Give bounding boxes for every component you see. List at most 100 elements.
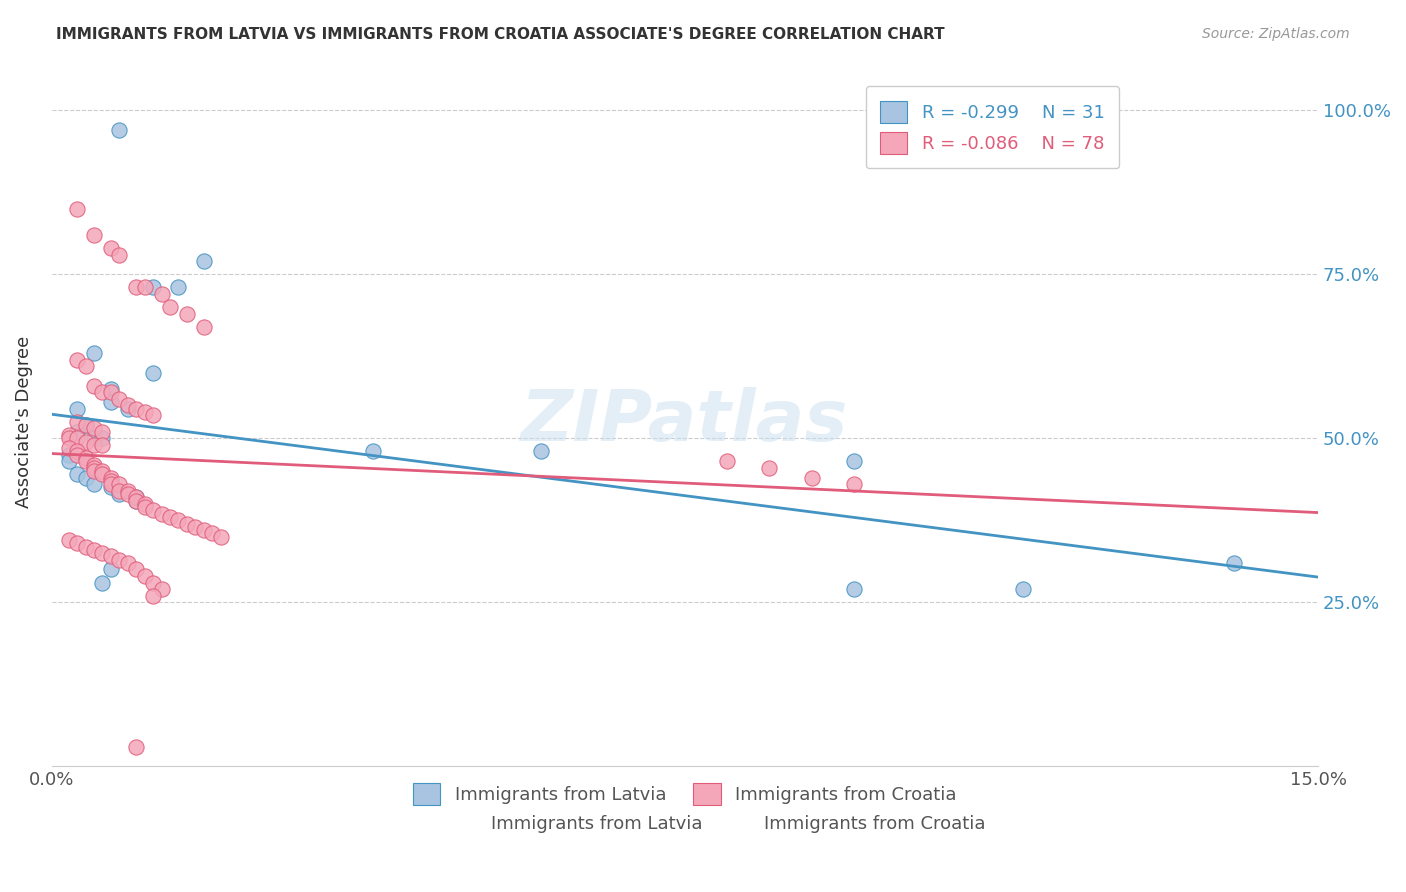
Point [176, 516, 198, 531]
Point [75, 359, 97, 373]
Point [75, 418, 97, 433]
Y-axis label: Associate's Degree: Associate's Degree [15, 335, 32, 508]
Point [117, 399, 139, 413]
Point [66, 202, 89, 216]
Point [91, 385, 114, 400]
Point [91, 546, 114, 560]
Point [142, 280, 165, 294]
Point [66, 415, 89, 429]
Point [193, 254, 215, 268]
Point [184, 520, 207, 534]
Point [176, 307, 198, 321]
Point [83, 458, 105, 472]
Point [75, 434, 97, 449]
Point [125, 562, 148, 576]
Point [134, 405, 156, 419]
Point [1011, 582, 1033, 597]
Point [58, 431, 80, 445]
Point [66, 536, 89, 550]
Point [150, 507, 173, 521]
Point [1222, 556, 1244, 570]
Point [193, 319, 215, 334]
Point [91, 467, 114, 482]
Point [842, 582, 865, 597]
Point [100, 474, 122, 488]
Point [117, 401, 139, 416]
Point [75, 540, 97, 554]
Point [134, 500, 156, 515]
Text: IMMIGRANTS FROM LATVIA VS IMMIGRANTS FROM CROATIA ASSOCIATE'S DEGREE CORRELATION: IMMIGRANTS FROM LATVIA VS IMMIGRANTS FRO… [56, 27, 945, 42]
Point [134, 569, 156, 583]
Point [91, 464, 114, 478]
Point [75, 450, 97, 465]
Point [125, 401, 148, 416]
Point [83, 542, 105, 557]
Text: Source: ZipAtlas.com: Source: ZipAtlas.com [1202, 27, 1350, 41]
Point [75, 470, 97, 484]
Point [125, 493, 148, 508]
Point [91, 425, 114, 439]
Point [142, 575, 165, 590]
Point [800, 470, 823, 484]
Point [108, 487, 131, 501]
Point [75, 418, 97, 433]
Point [108, 477, 131, 491]
Text: ZIPatlas: ZIPatlas [522, 387, 849, 457]
Point [125, 280, 148, 294]
Point [209, 530, 232, 544]
Point [75, 454, 97, 468]
Point [66, 401, 89, 416]
Text: Immigrants from Latvia: Immigrants from Latvia [491, 814, 702, 832]
Point [125, 491, 148, 505]
Point [108, 123, 131, 137]
Point [150, 582, 173, 597]
Point [159, 300, 181, 314]
Point [100, 477, 122, 491]
Point [193, 523, 215, 537]
Point [758, 460, 780, 475]
Point [125, 739, 148, 754]
Point [66, 431, 89, 445]
Point [100, 395, 122, 409]
Point [58, 448, 80, 462]
Point [100, 241, 122, 255]
Point [83, 460, 105, 475]
Point [83, 464, 105, 478]
Point [142, 409, 165, 423]
Point [167, 513, 190, 527]
Point [530, 444, 553, 458]
Point [134, 280, 156, 294]
Point [201, 526, 224, 541]
Point [134, 497, 156, 511]
Point [142, 503, 165, 517]
Point [108, 392, 131, 406]
Point [83, 346, 105, 360]
Point [100, 549, 122, 564]
Point [58, 428, 80, 442]
Point [83, 379, 105, 393]
Point [58, 441, 80, 455]
Point [100, 562, 122, 576]
Point [66, 352, 89, 367]
Point [108, 552, 131, 566]
Point [361, 444, 384, 458]
Point [142, 589, 165, 603]
Point [58, 454, 80, 468]
Point [91, 438, 114, 452]
Point [108, 247, 131, 261]
Point [83, 421, 105, 435]
Point [91, 431, 114, 445]
Point [150, 287, 173, 301]
Point [842, 454, 865, 468]
Point [716, 454, 738, 468]
Point [159, 510, 181, 524]
Point [117, 483, 139, 498]
Point [117, 487, 139, 501]
Point [83, 438, 105, 452]
Point [125, 491, 148, 505]
Point [83, 431, 105, 445]
Point [66, 425, 89, 439]
Point [142, 366, 165, 380]
Text: Immigrants from Croatia: Immigrants from Croatia [763, 814, 986, 832]
Point [66, 448, 89, 462]
